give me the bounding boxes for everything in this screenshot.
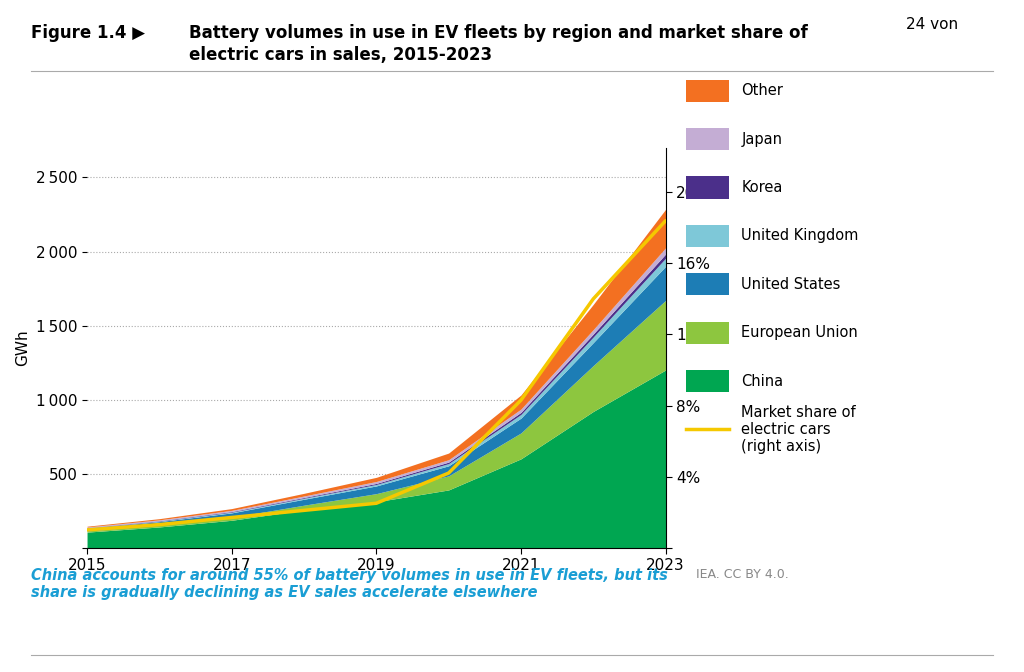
Text: Korea: Korea [741,180,782,195]
Text: United States: United States [741,277,841,292]
Text: Japan: Japan [741,132,782,146]
Text: United Kingdom: United Kingdom [741,228,859,243]
Text: IEA. CC BY 4.0.: IEA. CC BY 4.0. [696,568,790,581]
Text: Battery volumes in use in EV fleets by region and market share of: Battery volumes in use in EV fleets by r… [189,24,808,42]
Text: 24 von: 24 von [906,17,957,32]
Text: China accounts for around 55% of battery volumes in use in EV fleets, but its
sh: China accounts for around 55% of battery… [31,568,668,600]
Y-axis label: GWh: GWh [15,329,31,366]
Text: Market share of
electric cars
(right axis): Market share of electric cars (right axi… [741,405,856,454]
Text: Figure 1.4 ▶: Figure 1.4 ▶ [31,24,144,42]
Text: China: China [741,374,783,388]
Text: European Union: European Union [741,325,858,340]
Text: Other: Other [741,83,783,98]
Text: electric cars in sales, 2015-2023: electric cars in sales, 2015-2023 [189,46,493,64]
